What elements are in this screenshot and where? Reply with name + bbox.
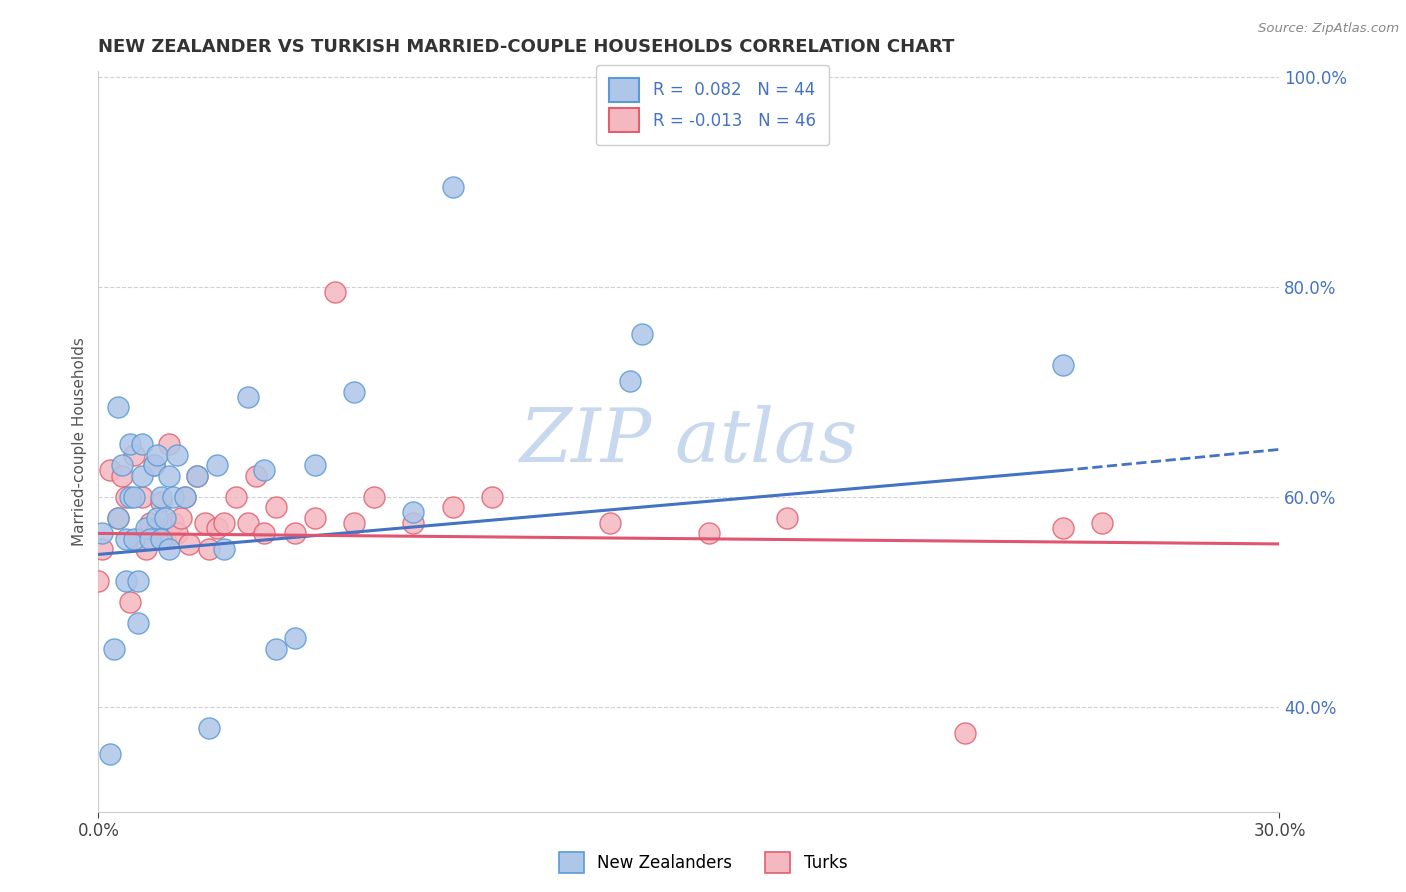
- Point: [138, 532, 160, 546]
- Point: [214, 542, 236, 557]
- Point: [174, 490, 197, 504]
- Point: [205, 521, 228, 535]
- Text: Source: ZipAtlas.com: Source: ZipAtlas.com: [1258, 22, 1399, 36]
- Point: [135, 521, 157, 535]
- Point: [1052, 359, 1074, 373]
- Point: [162, 516, 184, 530]
- Point: [118, 437, 141, 451]
- Point: [91, 542, 114, 557]
- Point: [197, 542, 219, 557]
- Point: [186, 468, 208, 483]
- Point: [107, 510, 129, 524]
- Point: [115, 574, 138, 588]
- Point: [343, 384, 366, 399]
- Point: [599, 516, 621, 530]
- Point: [166, 526, 188, 541]
- Point: [402, 516, 425, 530]
- Text: NEW ZEALANDER VS TURKISH MARRIED-COUPLE HOUSEHOLDS CORRELATION CHART: NEW ZEALANDER VS TURKISH MARRIED-COUPLE …: [98, 38, 955, 56]
- Text: ZIP atlas: ZIP atlas: [520, 405, 858, 478]
- Point: [1091, 516, 1114, 530]
- Point: [402, 505, 425, 519]
- Point: [186, 468, 208, 483]
- Point: [135, 542, 157, 557]
- Point: [150, 532, 173, 546]
- Point: [304, 510, 326, 524]
- Point: [118, 595, 141, 609]
- Point: [131, 437, 153, 451]
- Point: [225, 490, 247, 504]
- Point: [127, 615, 149, 630]
- Point: [138, 516, 160, 530]
- Point: [441, 500, 464, 515]
- Point: [111, 468, 134, 483]
- Point: [304, 458, 326, 472]
- Point: [174, 490, 197, 504]
- Point: [122, 532, 145, 546]
- Legend: New Zealanders, Turks: New Zealanders, Turks: [553, 846, 853, 880]
- Point: [118, 490, 141, 504]
- Point: [155, 532, 177, 546]
- Point: [481, 490, 503, 504]
- Point: [214, 516, 236, 530]
- Point: [284, 632, 307, 646]
- Point: [107, 401, 129, 415]
- Point: [146, 510, 169, 524]
- Point: [111, 458, 134, 472]
- Point: [142, 458, 165, 472]
- Point: [146, 521, 169, 535]
- Point: [441, 180, 464, 194]
- Point: [122, 448, 145, 462]
- Point: [170, 510, 193, 524]
- Point: [166, 448, 188, 462]
- Point: [150, 490, 173, 504]
- Point: [953, 726, 976, 740]
- Point: [157, 468, 180, 483]
- Point: [245, 468, 267, 483]
- Point: [98, 463, 121, 477]
- Point: [619, 374, 641, 388]
- Point: [776, 510, 799, 524]
- Point: [107, 510, 129, 524]
- Point: [253, 526, 276, 541]
- Point: [87, 574, 110, 588]
- Point: [157, 542, 180, 557]
- Point: [323, 285, 346, 299]
- Point: [363, 490, 385, 504]
- Point: [115, 490, 138, 504]
- Y-axis label: Married-couple Households: Married-couple Households: [72, 337, 87, 546]
- Point: [98, 747, 121, 761]
- Point: [264, 500, 287, 515]
- Point: [253, 463, 276, 477]
- Point: [122, 490, 145, 504]
- Point: [1052, 521, 1074, 535]
- Point: [197, 721, 219, 735]
- Point: [264, 642, 287, 657]
- Point: [115, 532, 138, 546]
- Point: [284, 526, 307, 541]
- Point: [630, 326, 652, 341]
- Point: [127, 532, 149, 546]
- Point: [91, 526, 114, 541]
- Point: [127, 574, 149, 588]
- Point: [236, 516, 259, 530]
- Point: [162, 490, 184, 504]
- Point: [142, 458, 165, 472]
- Point: [146, 448, 169, 462]
- Legend: R =  0.082   N = 44, R = -0.013   N = 46: R = 0.082 N = 44, R = -0.013 N = 46: [596, 65, 830, 145]
- Point: [155, 510, 177, 524]
- Point: [150, 495, 173, 509]
- Point: [131, 468, 153, 483]
- Point: [157, 437, 180, 451]
- Point: [205, 458, 228, 472]
- Point: [697, 526, 720, 541]
- Point: [103, 642, 125, 657]
- Point: [343, 516, 366, 530]
- Point: [131, 490, 153, 504]
- Point: [177, 537, 200, 551]
- Point: [236, 390, 259, 404]
- Point: [194, 516, 217, 530]
